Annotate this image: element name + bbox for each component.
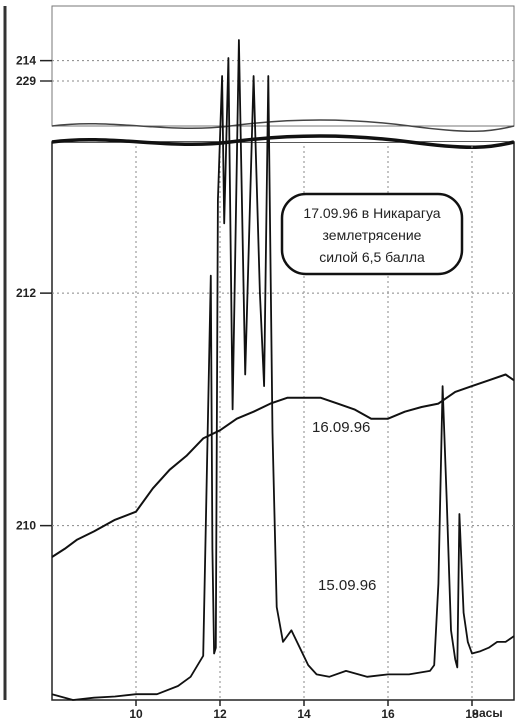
x-tick-label: 10 bbox=[129, 707, 143, 721]
annotation-line-3: силой 6,5 балла bbox=[319, 249, 425, 265]
series-line-2 bbox=[51, 39, 515, 701]
y-tick-label: 210 bbox=[16, 519, 36, 533]
series-label-1: 16.09.96 bbox=[312, 419, 370, 436]
x-tick-label: 14 bbox=[297, 707, 311, 721]
y-tick-label: 214 bbox=[16, 54, 36, 68]
x-tick-label: 16 bbox=[381, 707, 395, 721]
annotation-line-2: землетрясение bbox=[323, 227, 422, 243]
annotation-box bbox=[280, 192, 464, 276]
annotation-line-1: 17.09.96 в Никарагуа bbox=[303, 205, 440, 221]
series-layer bbox=[51, 39, 515, 701]
axis-break-line-thick bbox=[51, 134, 515, 150]
axis-break-line-thin bbox=[51, 119, 515, 133]
x-axis-label: часы bbox=[472, 706, 503, 720]
upper-y-tick-label: 229 bbox=[16, 74, 36, 88]
series-label-2: 15.09.96 bbox=[318, 577, 376, 594]
tick-labels: 10 12 14 16 18 210 212 214 bbox=[16, 54, 479, 721]
x-tick-label: 12 bbox=[213, 707, 227, 721]
series-line-1 bbox=[51, 373, 515, 558]
y-tick-label: 212 bbox=[16, 286, 36, 300]
x-tick-label: 18 bbox=[465, 707, 479, 721]
upper-panel bbox=[51, 5, 515, 127]
grid bbox=[52, 60, 514, 700]
